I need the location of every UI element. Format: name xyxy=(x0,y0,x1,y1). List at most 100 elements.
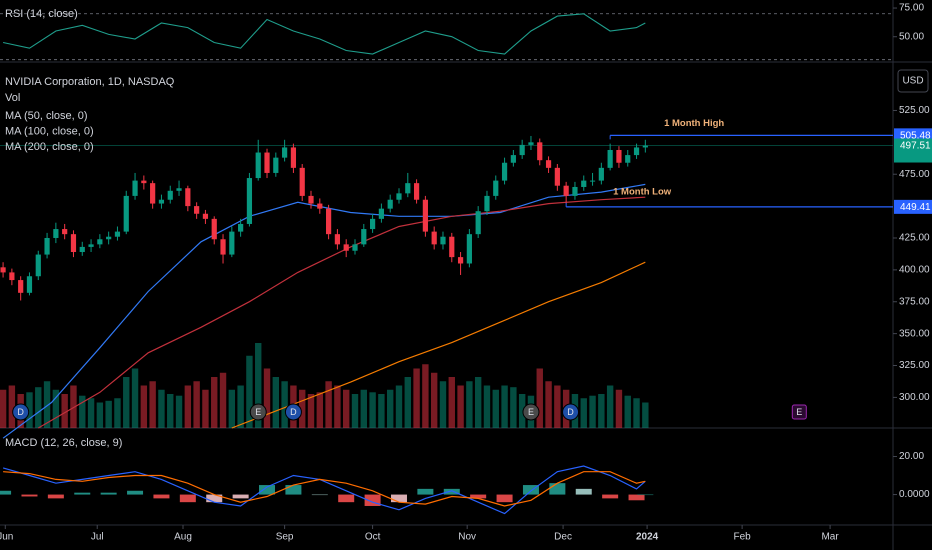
volume-bar xyxy=(466,381,473,428)
candle-body xyxy=(97,239,103,245)
y-tick-label: 375.00 xyxy=(899,296,930,307)
volume-bar xyxy=(378,394,385,428)
volume-bar xyxy=(615,389,623,428)
candle-body xyxy=(202,213,209,219)
volume-bar xyxy=(395,385,403,428)
candle-body xyxy=(475,211,481,235)
macd-histogram-bar xyxy=(100,492,117,495)
y-tick-label: 350.00 xyxy=(899,328,930,339)
currency-label: USD xyxy=(902,76,923,87)
macd-histogram-bar xyxy=(47,494,64,499)
price-box-label: 505.48 xyxy=(900,130,931,141)
x-tick-label: Aug xyxy=(174,532,192,543)
candle-body xyxy=(167,190,173,200)
macd-histogram-bar xyxy=(549,483,566,495)
macd-line xyxy=(2,465,646,515)
y-tick-label: 475.00 xyxy=(899,169,930,180)
candle-body xyxy=(299,167,305,196)
event-marker xyxy=(284,403,302,421)
rsi-title: RSI (14, close) xyxy=(5,8,78,20)
macd-histogram-bar xyxy=(153,494,170,499)
candle-body xyxy=(185,188,191,207)
candle-body xyxy=(88,244,94,247)
candle-body xyxy=(581,180,587,187)
candle-body xyxy=(457,257,464,264)
macd-histogram-bar xyxy=(206,494,223,503)
volume-bar xyxy=(448,377,455,428)
candle-body xyxy=(396,193,402,200)
level-label: 1 Month Low xyxy=(613,186,672,197)
moving-average xyxy=(37,196,646,429)
candle-body xyxy=(326,208,332,235)
candle-body xyxy=(211,218,217,240)
candle-body xyxy=(387,199,393,209)
x-tick-label: Jun xyxy=(0,532,13,543)
volume-bar xyxy=(642,402,649,428)
currency-button[interactable] xyxy=(897,69,929,93)
candle-body xyxy=(9,272,15,281)
volume-bar xyxy=(518,394,526,428)
event-label: E xyxy=(528,407,534,417)
candle-body xyxy=(343,244,349,251)
candle-body xyxy=(642,145,648,148)
volume-bar xyxy=(369,392,376,428)
candle-body xyxy=(484,195,490,212)
volume-bar xyxy=(52,389,60,428)
candle-body xyxy=(510,155,516,163)
x-tick-label: Jul xyxy=(91,532,104,543)
candle-body xyxy=(141,180,147,184)
volume-bar xyxy=(131,368,139,428)
volume-bar xyxy=(439,381,447,428)
volume-bar xyxy=(193,381,200,428)
candle-body xyxy=(290,147,297,168)
macd-histogram-bar xyxy=(364,494,381,506)
candle-body xyxy=(176,188,182,191)
candle-body xyxy=(238,223,244,232)
y-tick-label: 425.00 xyxy=(899,233,930,244)
macd-histogram-bar xyxy=(338,494,355,503)
candle-body xyxy=(563,185,569,196)
candle-body xyxy=(53,229,59,238)
volume-bar xyxy=(149,381,156,428)
macd-histogram-bar xyxy=(575,488,592,495)
volume-bar xyxy=(8,385,16,428)
candle-body xyxy=(44,237,50,255)
volume-bar xyxy=(219,372,227,428)
candle-body xyxy=(352,244,358,251)
volume-bar xyxy=(492,389,499,428)
volume-bar xyxy=(351,394,359,428)
last-price-label: 497.51 xyxy=(900,141,931,152)
volume-bar xyxy=(281,381,288,428)
candle-body xyxy=(123,195,129,232)
event-marker xyxy=(562,403,580,421)
candle-body xyxy=(26,276,33,293)
volume-bar xyxy=(255,343,262,428)
volume-bar xyxy=(598,394,605,428)
macd-histogram-bar xyxy=(311,494,328,496)
volume-bar xyxy=(334,385,341,428)
candle-body xyxy=(449,236,455,258)
candle-body xyxy=(466,234,472,264)
volume-bar xyxy=(633,398,640,428)
volume-bar xyxy=(114,398,121,428)
volume-bar xyxy=(430,372,438,428)
volume-bar xyxy=(624,395,631,428)
volume-bar xyxy=(606,385,614,428)
candle-body xyxy=(114,231,121,237)
x-tick-label: Nov xyxy=(458,532,476,543)
volume-bar xyxy=(404,377,411,428)
candle-body xyxy=(519,144,525,156)
ma-legend: MA (50, close, 0) xyxy=(5,110,88,122)
volume-bar xyxy=(263,368,271,428)
x-tick-label: 2024 xyxy=(636,532,659,543)
volume-bar xyxy=(501,385,508,428)
candle-body xyxy=(616,149,622,163)
volume-bar xyxy=(140,385,148,428)
level-label: 1 Month High xyxy=(664,118,724,129)
event-marker xyxy=(791,404,807,420)
volume-bar xyxy=(386,389,394,428)
volume-bar xyxy=(79,395,86,428)
candle-body xyxy=(378,208,384,219)
volume-bar xyxy=(61,394,68,428)
volume-bar xyxy=(457,385,464,428)
